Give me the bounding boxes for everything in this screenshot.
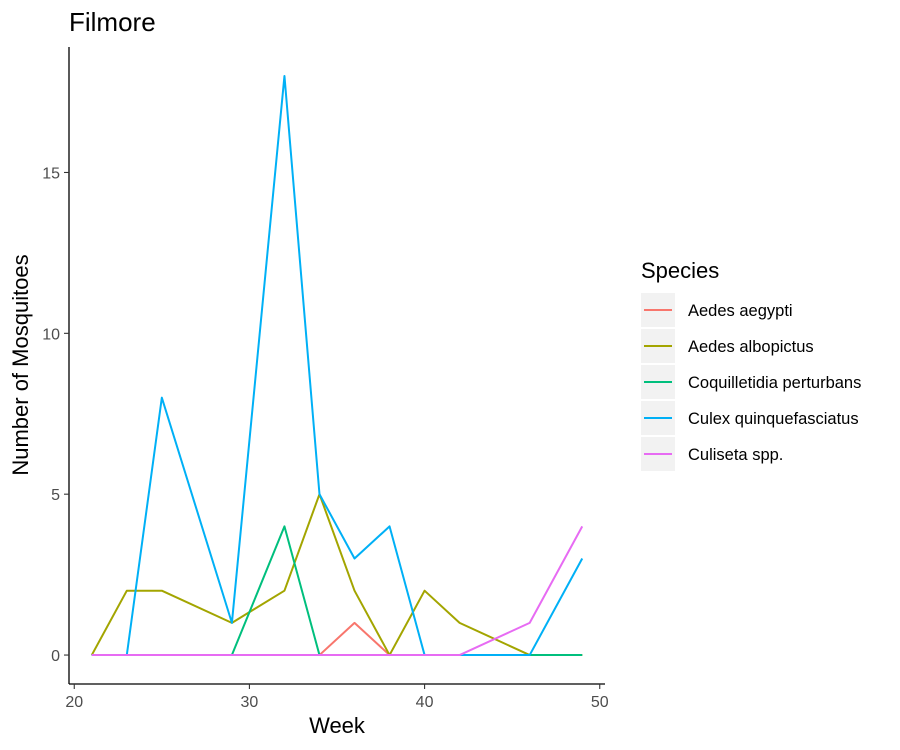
x-ticks: 20 30 40 50 [65, 684, 609, 711]
plot-panel: 20 30 40 50 0 5 10 15 [42, 47, 609, 711]
series-line-culex-quinquefasciatus [91, 74, 584, 657]
legend-item: Coquilletidia perturbans [641, 365, 861, 399]
x-tick-label: 40 [416, 694, 434, 711]
series-line-aedes-aegypti [91, 621, 583, 657]
y-tick-label: 10 [42, 326, 60, 343]
legend-item: Culiseta spp. [641, 437, 783, 471]
legend-label: Culiseta spp. [688, 446, 783, 464]
series-line-culiseta-spp [91, 525, 584, 657]
legend-label: Coquilletidia perturbans [688, 374, 861, 392]
legend-label: Culex quinquefasciatus [688, 410, 859, 428]
y-axis-label: Number of Mosquitoes [8, 254, 33, 475]
legend-item: Aedes aegypti [641, 293, 793, 327]
chart-title: Filmore [69, 7, 156, 37]
y-tick-label: 15 [42, 165, 60, 182]
legend-items: Aedes aegypti Aedes albopictus Coquilletid… [641, 293, 861, 471]
series-line-coquilletidia-perturbans [91, 525, 583, 657]
y-tick-label: 5 [51, 487, 60, 504]
series-lines [90, 74, 584, 657]
legend-label: Aedes albopictus [688, 338, 814, 356]
legend-title: Species [641, 258, 719, 283]
series-line-aedes-albopictus [90, 493, 583, 657]
x-tick-label: 20 [65, 694, 83, 711]
y-ticks: 0 5 10 15 [42, 165, 69, 665]
x-tick-label: 50 [591, 694, 609, 711]
legend-label: Aedes aegypti [688, 302, 793, 320]
x-axis-label: Week [309, 713, 366, 738]
x-tick-label: 30 [241, 694, 259, 711]
legend-item: Aedes albopictus [641, 329, 814, 363]
y-tick-label: 0 [51, 648, 60, 665]
legend: Species Aedes aegypti Aedes albopictus Coq… [641, 258, 861, 471]
legend-item: Culex quinquefasciatus [641, 401, 859, 435]
